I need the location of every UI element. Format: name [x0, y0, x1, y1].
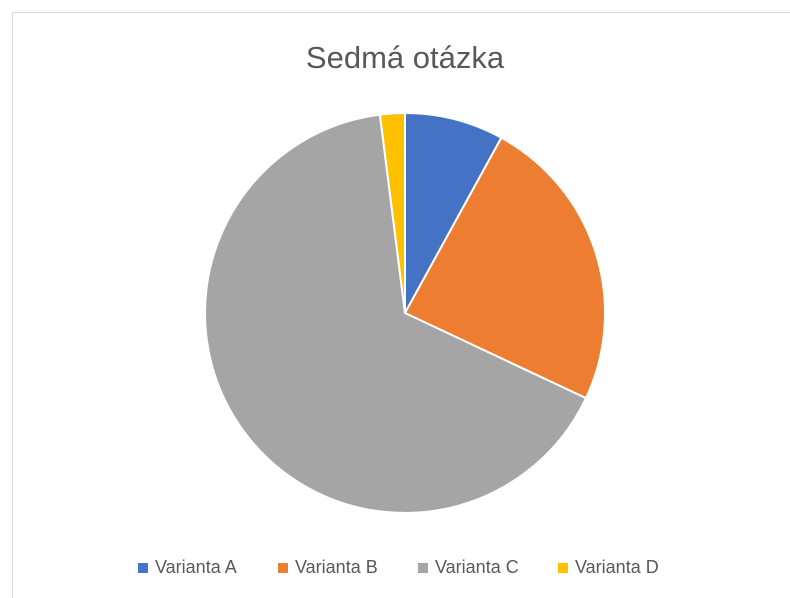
legend-swatch: [138, 563, 148, 573]
legend-label: Varianta B: [295, 557, 378, 577]
pie-slice: [403, 136, 606, 400]
legend-label: Varianta C: [435, 557, 519, 577]
legend-label: Varianta A: [155, 557, 237, 577]
legend-swatch: [418, 563, 428, 573]
chart-title: Sedmá otázka: [306, 40, 505, 75]
chart-frame: [12, 12, 790, 598]
legend-swatch: [558, 563, 568, 573]
pie-slice: [204, 113, 588, 514]
legend-label: Varianta D: [575, 557, 659, 577]
legend-swatch: [278, 563, 288, 573]
pie-slice: [378, 111, 406, 314]
pie-slice: [404, 111, 503, 314]
